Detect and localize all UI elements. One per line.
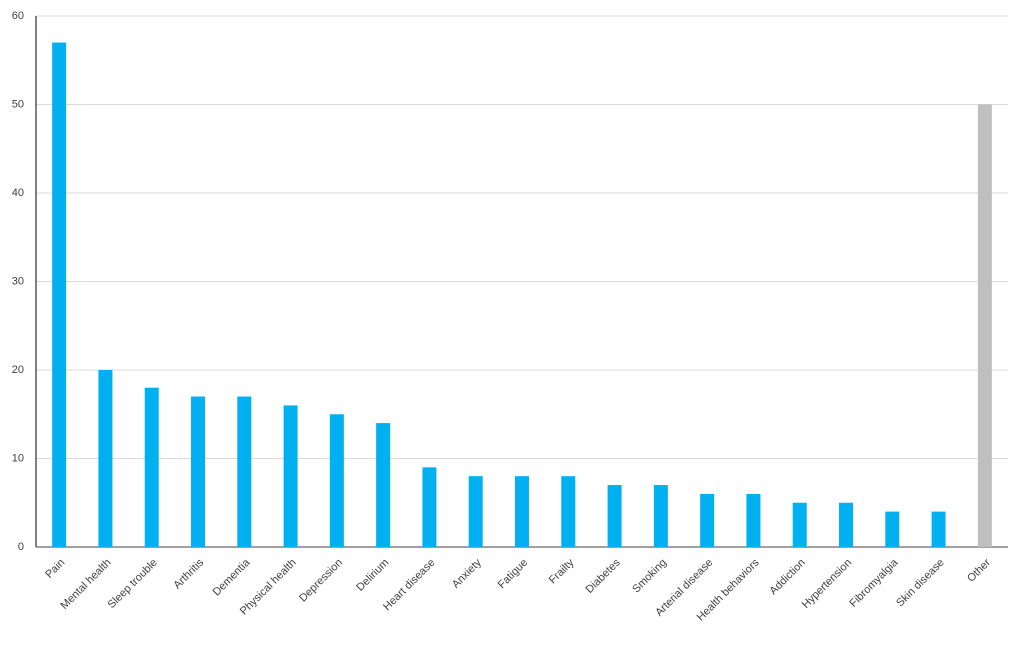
- bar: [561, 476, 576, 547]
- bar: [931, 511, 946, 547]
- x-tick-label: Addiction: [767, 557, 807, 597]
- x-tick-label: Arthritis: [171, 556, 206, 591]
- x-tick-label: Depression: [297, 557, 345, 605]
- y-tick-label: 40: [12, 187, 24, 199]
- bar: [977, 104, 992, 547]
- x-tick-label: Hypertension: [800, 557, 854, 611]
- bar: [98, 370, 113, 547]
- bar: [607, 485, 622, 547]
- x-tick-label: Delirium: [354, 557, 391, 594]
- x-tick-label: Diabetes: [584, 556, 624, 596]
- x-tick-label: Anxiety: [450, 556, 484, 590]
- bar: [422, 467, 437, 547]
- bar: [700, 493, 715, 547]
- x-tick-label: Skin disease: [894, 557, 947, 610]
- bar: [653, 485, 668, 547]
- bar: [52, 42, 67, 548]
- bar: [329, 414, 344, 547]
- y-tick-label: 20: [12, 364, 24, 376]
- x-tick-label: Dementia: [211, 556, 253, 598]
- bar: [792, 502, 807, 547]
- bar: [283, 405, 298, 547]
- bar: [746, 493, 761, 547]
- bar: [191, 396, 205, 547]
- x-tick-label: Other: [965, 556, 993, 584]
- bar: [144, 387, 159, 547]
- y-tick-label: 10: [12, 452, 24, 464]
- bar: [515, 476, 529, 547]
- bar: [376, 423, 391, 547]
- y-tick-label: 30: [12, 275, 24, 287]
- y-tick-label: 60: [12, 10, 24, 22]
- x-tick-label: Frailty: [547, 556, 577, 586]
- bar: [237, 396, 252, 547]
- x-tick-label: Fibromyalgia: [847, 556, 901, 610]
- x-tick-label: Sleep trouble: [106, 557, 160, 611]
- x-tick-label: Pain: [43, 557, 67, 581]
- y-tick-label: 0: [18, 541, 24, 553]
- x-tick-label: Smoking: [630, 557, 669, 596]
- bar: [885, 511, 900, 547]
- bar: [839, 502, 853, 547]
- y-tick-label: 50: [12, 98, 24, 110]
- x-tick-label: Fatigue: [496, 557, 530, 591]
- bar: [468, 476, 483, 547]
